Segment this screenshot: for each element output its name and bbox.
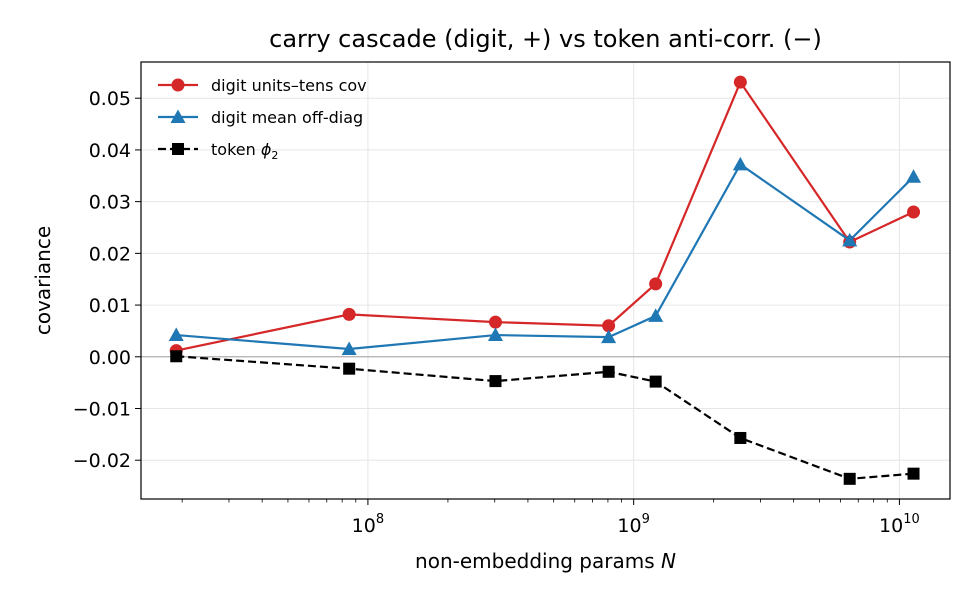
legend-item-2: token ϕ2 (158, 140, 278, 162)
plot-area-frame (140, 61, 951, 500)
data-point (733, 75, 747, 89)
series-line (176, 79, 914, 352)
data-point (843, 472, 856, 485)
x-tick-label: 108 (352, 512, 384, 537)
data-point (487, 327, 503, 342)
legend-marker (171, 78, 185, 92)
legend-item-0: digit units–tens cov (158, 76, 367, 95)
series-1 (168, 156, 922, 356)
legend-label: digit units–tens cov (211, 76, 367, 95)
data-point (907, 205, 921, 219)
legend-marker (170, 109, 186, 123)
y-tick-label: 0.05 (89, 88, 131, 110)
data-point (842, 232, 858, 247)
y-tick-label: −0.02 (73, 450, 131, 472)
series-2 (170, 350, 920, 485)
data-point (342, 307, 356, 321)
legend-item-1: digit mean off-diag (158, 108, 363, 127)
y-tick-label: 0.01 (89, 295, 131, 317)
y-tick-label: 0.02 (89, 243, 131, 265)
series-line (176, 162, 915, 351)
data-point (732, 156, 748, 171)
legend-label: token ϕ2 (211, 140, 278, 162)
x-tick-label: 1010 (879, 512, 920, 537)
data-point (489, 375, 502, 388)
legend-label: digit mean off-diag (211, 108, 363, 127)
data-point (168, 327, 184, 342)
y-tick-label: −0.01 (73, 398, 131, 420)
data-point (601, 329, 617, 344)
data-point (734, 431, 747, 444)
y-tick-label: 0.03 (89, 192, 131, 214)
data-point (907, 467, 920, 480)
grid-layer (141, 62, 950, 499)
data-point (649, 277, 663, 291)
chart-title: carry cascade (digit, +) vs token anti-c… (269, 25, 822, 53)
data-point (602, 319, 616, 333)
y-tick-label: 0.04 (89, 140, 131, 162)
data-point (341, 341, 357, 356)
ticks-layer: 0.05 0.04 0.03 0.02 0.01 0.00 −0.01 −0.02 108 109… (73, 88, 920, 537)
series-line (176, 355, 914, 480)
series-layer (168, 75, 922, 485)
data-point (170, 350, 183, 363)
data-point (649, 375, 662, 388)
y-axis-label: covariance (31, 226, 55, 335)
data-point (343, 362, 356, 375)
legend: digit units–tens cov digit mean off-diag t… (158, 76, 367, 162)
data-point (602, 365, 615, 378)
data-point (906, 169, 922, 183)
data-point (648, 308, 664, 322)
data-point (488, 315, 502, 329)
y-tick-label: 0.00 (89, 347, 131, 369)
x-axis-label: non-embedding params N (415, 549, 676, 573)
legend-marker (172, 143, 184, 155)
x-tick-label: 109 (617, 512, 649, 537)
